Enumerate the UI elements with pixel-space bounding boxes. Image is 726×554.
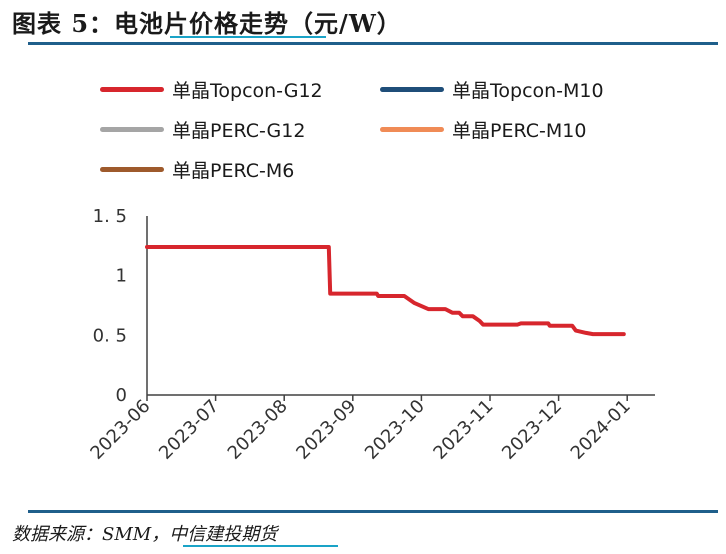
legend-swatch-topcon-m10	[380, 87, 444, 92]
x-tick-label: 2023-08	[224, 396, 292, 464]
legend-item-perc-g12: 单晶PERC-G12	[100, 116, 305, 143]
x-ticks: 2023-06 2023-07 2023-08 2023-09 2023-10 2023-…	[86, 395, 635, 464]
legend-item-topcon-m10: 单晶Topcon-M10	[380, 76, 604, 103]
bottom-rule	[28, 510, 718, 513]
x-tick-label: 2023-09	[292, 396, 360, 464]
legend-label-topcon-g12: 单晶Topcon-G12	[172, 80, 323, 102]
legend-swatch-perc-m6	[100, 167, 164, 172]
source-note: 数据来源：SMM，中信建投期货	[12, 524, 278, 545]
x-tick-label: 2024-01	[567, 396, 635, 464]
y-tick-label: 0. 5	[93, 325, 127, 346]
legend-label-perc-g12: 单晶PERC-G12	[172, 120, 306, 142]
title-underline	[170, 36, 326, 38]
legend-swatch-perc-m10	[380, 127, 444, 132]
series-line-topcon-g12	[145, 245, 626, 337]
legend-swatch-topcon-g12	[100, 87, 164, 92]
legend-swatch-perc-g12	[100, 127, 164, 132]
x-tick-label: 2023-07	[155, 396, 223, 464]
y-tick-label: 0	[116, 385, 127, 406]
y-tick-label: 1	[116, 266, 127, 287]
top-rule	[28, 42, 718, 45]
y-tick-label: 1. 5	[93, 206, 127, 227]
y-ticks: 0 0. 5 1 1. 5	[93, 206, 127, 406]
series-group	[145, 245, 626, 337]
x-tick-label: 2023-10	[361, 396, 429, 464]
legend-label-perc-m6: 单晶PERC-M6	[172, 160, 295, 182]
x-tick-label: 2023-11	[429, 396, 497, 464]
legend-item-perc-m6: 单晶PERC-M6	[100, 156, 294, 183]
x-tick-label: 2023-12	[498, 396, 566, 464]
legend-label-perc-m10: 单晶PERC-M10	[452, 120, 587, 142]
legend-item-perc-m10: 单晶PERC-M10	[380, 116, 586, 143]
legend-item-topcon-g12: 单晶Topcon-G12	[100, 76, 323, 103]
legend-label-topcon-m10: 单晶Topcon-M10	[452, 80, 604, 102]
chart-title: 图表 5：电池片价格走势（元/W）	[12, 9, 402, 38]
source-underline	[183, 545, 338, 547]
